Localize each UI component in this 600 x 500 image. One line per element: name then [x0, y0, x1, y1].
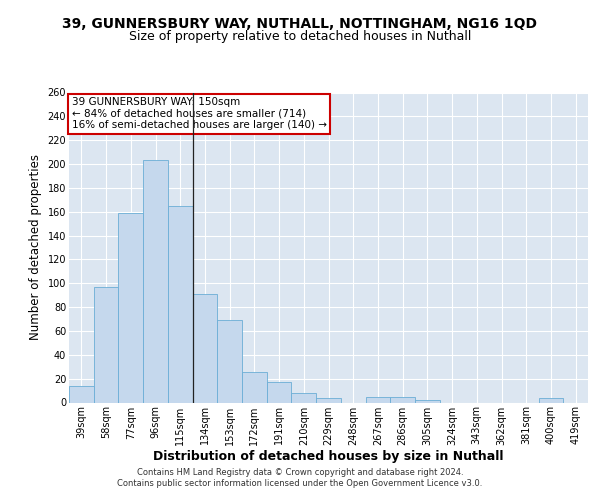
Bar: [193, 294, 217, 403]
Bar: [365, 396, 390, 402]
Y-axis label: Number of detached properties: Number of detached properties: [29, 154, 42, 340]
Bar: [415, 400, 440, 402]
Bar: [143, 160, 168, 402]
Text: Contains HM Land Registry data © Crown copyright and database right 2024.
Contai: Contains HM Land Registry data © Crown c…: [118, 468, 482, 487]
Text: 39 GUNNERSBURY WAY: 150sqm
← 84% of detached houses are smaller (714)
16% of sem: 39 GUNNERSBURY WAY: 150sqm ← 84% of deta…: [71, 97, 326, 130]
Bar: [118, 213, 143, 402]
Bar: [292, 393, 316, 402]
Bar: [69, 386, 94, 402]
Bar: [390, 396, 415, 402]
Bar: [316, 398, 341, 402]
X-axis label: Distribution of detached houses by size in Nuthall: Distribution of detached houses by size …: [153, 450, 504, 463]
Bar: [539, 398, 563, 402]
Bar: [168, 206, 193, 402]
Bar: [242, 372, 267, 402]
Bar: [267, 382, 292, 402]
Text: Size of property relative to detached houses in Nuthall: Size of property relative to detached ho…: [129, 30, 471, 43]
Bar: [94, 287, 118, 403]
Text: 39, GUNNERSBURY WAY, NUTHALL, NOTTINGHAM, NG16 1QD: 39, GUNNERSBURY WAY, NUTHALL, NOTTINGHAM…: [62, 18, 538, 32]
Bar: [217, 320, 242, 402]
